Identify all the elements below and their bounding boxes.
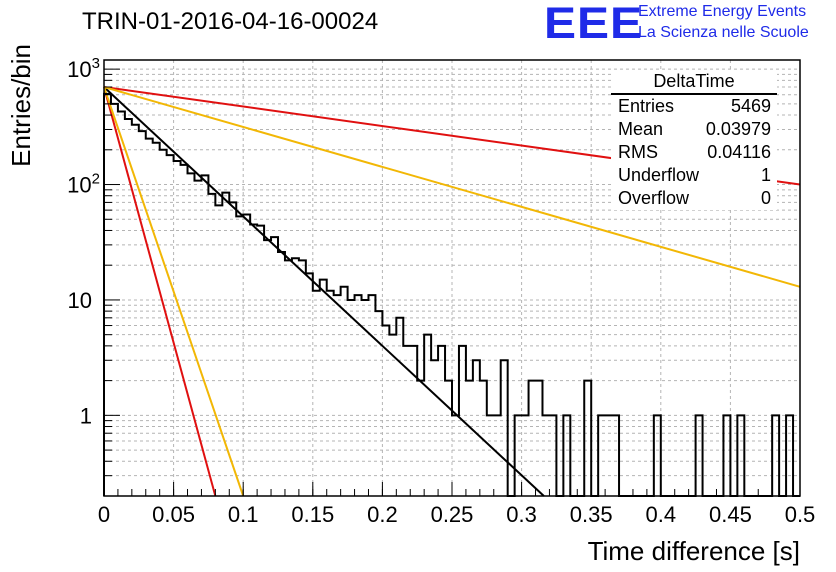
x-tick-label: 0 — [98, 502, 110, 527]
axis-ticks: 0 0.05 0.1 0.15 0.2 0.25 0.3 0.35 0.4 0.45 0.51101… — [67, 55, 815, 527]
page-title: TRIN-01-2016-04-16-00024 — [82, 8, 379, 35]
fit-line — [103, 86, 245, 497]
stats-label: Underflow — [618, 165, 700, 185]
x-tick-label: 0.35 — [570, 502, 613, 527]
fit-line — [103, 86, 217, 497]
stats-value: 0.04116 — [707, 142, 771, 162]
fit-line — [103, 86, 801, 288]
stats-label: RMS — [618, 142, 658, 162]
x-tick-label: 0.1 — [228, 502, 259, 527]
stats-row: Mean 0.03979 — [611, 118, 777, 141]
stats-value: 0.03979 — [705, 119, 771, 139]
x-tick-label: 0.2 — [367, 502, 398, 527]
stats-label: Mean — [618, 119, 664, 139]
stats-label: Overflow — [618, 188, 690, 208]
stats-value: 5469 — [730, 96, 771, 116]
x-tick-label: 0.05 — [152, 502, 195, 527]
x-tick-label: 0.15 — [291, 502, 334, 527]
y-axis-label: Entries/bin — [6, 44, 36, 167]
logo-subtitle-1: Extreme Energy Events — [638, 3, 807, 20]
stats-row: RMS 0.04116 — [611, 141, 777, 164]
x-tick-label: 0.3 — [506, 502, 537, 527]
stats-box: DeltaTime Entries 5469 Mean 0.03979 RMS … — [611, 70, 777, 210]
x-tick-label: 0.45 — [709, 502, 752, 527]
stats-title: DeltaTime — [611, 70, 777, 95]
fit-line — [103, 86, 545, 497]
stats-row: Underflow 1 — [611, 164, 777, 187]
y-tick-label: 1 — [80, 403, 92, 428]
y-tick-label: 10 — [68, 288, 92, 313]
stats-label: Entries — [618, 96, 675, 116]
logo-subtitle-2: La Scienza nelle Scuole — [638, 24, 809, 41]
stats-value: 0 — [760, 188, 771, 208]
x-tick-label: 0.25 — [431, 502, 474, 527]
x-tick-label: 0.5 — [785, 502, 816, 527]
x-axis-label: Time difference [s] — [588, 536, 800, 566]
stats-row: Overflow 0 — [611, 187, 777, 210]
x-tick-label: 0.4 — [646, 502, 677, 527]
y-tick-label: 103 — [67, 55, 100, 82]
y-tick-label: 102 — [67, 171, 100, 198]
stats-row: Entries 5469 — [611, 95, 777, 118]
eee-logo: EEE — [544, 0, 644, 48]
stats-value: 1 — [760, 165, 771, 185]
